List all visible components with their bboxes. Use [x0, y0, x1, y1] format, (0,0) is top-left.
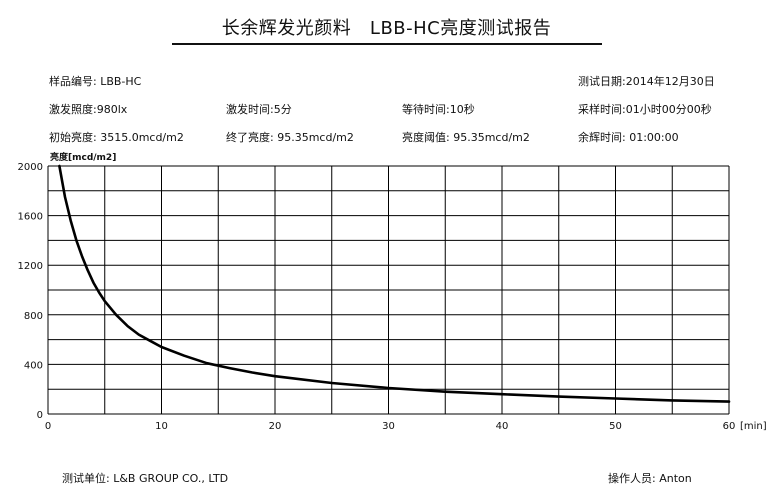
- report-title: 长余辉发光颜料 LBB-HC亮度测试报告: [221, 18, 552, 39]
- title-underline: [172, 43, 602, 45]
- initial-luminance: 初始亮度: 3515.0mcd/m2: [49, 131, 184, 144]
- final-luminance: 终了亮度: 95.35mcd/m2: [226, 131, 354, 144]
- x-tick-label: 30: [382, 421, 395, 432]
- y-tick-label: 2000: [18, 162, 43, 173]
- y-tick-label: 800: [24, 311, 43, 322]
- x-tick-label: 10: [155, 421, 168, 432]
- x-tick-label: 0: [45, 421, 51, 432]
- wait-time: 等待时间:10秒: [402, 103, 475, 116]
- y-tick-label: 400: [24, 360, 43, 371]
- x-axis-label: [min]: [740, 421, 767, 432]
- excitation-illuminance: 激发照度:980lx: [49, 103, 128, 116]
- sample-id: 样品编号: LBB-HC: [49, 75, 142, 88]
- y-tick-label: 0: [37, 410, 43, 421]
- afterglow-time: 余辉时间: 01:00:00: [578, 131, 679, 144]
- x-tick-label: 60: [723, 421, 736, 432]
- test-date: 测试日期:2014年12月30日: [578, 75, 715, 88]
- x-tick-label: 20: [269, 421, 282, 432]
- luminance-threshold: 亮度阈值: 95.35mcd/m2: [402, 131, 530, 144]
- excitation-time: 激发时间:5分: [226, 103, 292, 116]
- y-tick-label: 1200: [18, 261, 43, 272]
- y-axis-label: 亮度[mcd/m2]: [50, 151, 116, 163]
- test-organization: 测试单位: L&B GROUP CO., LTD: [62, 472, 229, 485]
- luminance-series-line: [58, 164, 731, 403]
- x-tick-label: 40: [496, 421, 509, 432]
- operator: 操作人员: Anton: [608, 472, 692, 485]
- y-tick-label: 1600: [18, 212, 43, 223]
- sampling-time: 采样时间:01小时00分00秒: [578, 103, 712, 116]
- x-tick-label: 50: [609, 421, 622, 432]
